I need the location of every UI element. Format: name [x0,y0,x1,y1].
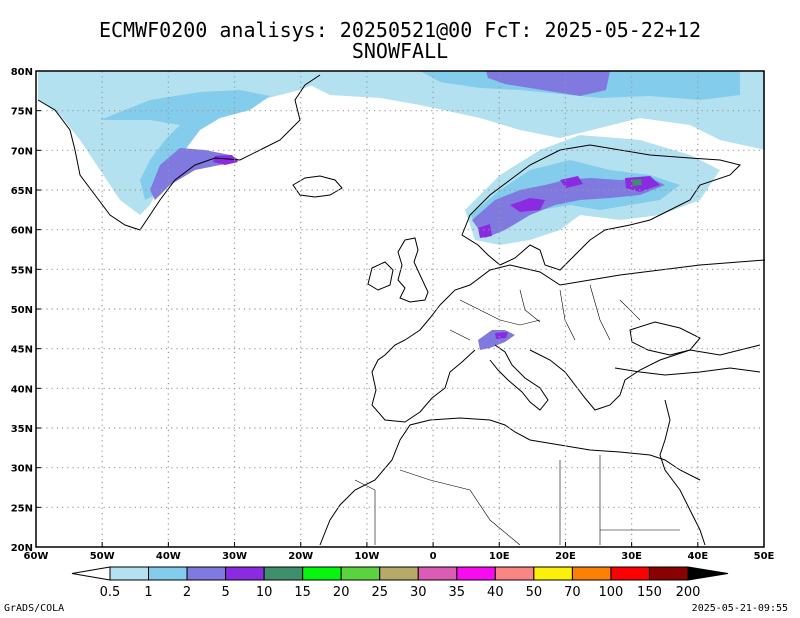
legend-label: 2 [183,585,191,600]
legend-label: 30 [410,585,427,600]
lon-tick-label: 0 [430,551,437,562]
coast-great-britain [397,237,429,303]
border-lines [354,284,680,546]
legend-label: 1 [144,585,152,600]
legend-high-arrow [687,566,729,581]
coast-greenland [37,74,321,231]
lat-tick-label: 35N [11,424,33,435]
lon-tick-label: 40W [156,551,181,562]
legend-label: 150 [637,585,662,600]
legend-label: 5 [221,585,229,600]
lon-tick-label: 20E [555,551,576,562]
legend-swatch [571,566,612,581]
coast-black-sea [629,321,701,356]
legend-label: 35 [449,585,466,600]
lon-tick-label: 10W [354,551,379,562]
legend-swatch [109,566,150,581]
lat-tick-label: 30N [11,464,33,475]
legend-label: 15 [294,585,311,600]
legend-swatch [456,566,496,581]
coast-italy [489,344,549,411]
footer-credit: GrADS/COLA [4,603,65,614]
legend-swatch [610,566,650,581]
lat-tick-label: 65N [11,186,33,197]
longitude-ticks: 60W 50W 40W 30W 20W 10W 0 10E 20E 30E 40E 50E [24,542,775,562]
snow-field-scandinavia-8 [478,224,492,238]
legend-label: 40 [487,585,504,600]
snow-field-scandinavia-4 [510,198,545,212]
lon-tick-label: 40E [687,551,708,562]
lat-tick-label: 50N [11,305,33,316]
lon-tick-label: 50W [90,551,115,562]
snow-field-greenland-4 [213,155,238,165]
legend-label: 200 [676,585,701,600]
lat-tick-label: 55N [11,265,33,276]
legend-swatch [379,566,419,581]
legend-swatch [225,566,265,581]
snow-field-alps-2 [495,332,508,339]
lon-tick-label: 10E [489,551,510,562]
coast-ireland [367,261,394,291]
snow-field-scandinavia-3 [472,178,665,238]
legend-swatch [263,566,304,581]
lon-tick-label: 60W [24,551,49,562]
chart-subtitle: SNOWFALL [351,39,449,63]
lon-tick-label: 20W [288,551,313,562]
legend-label: 70 [564,585,581,600]
coast-north-africa [319,417,701,546]
lon-tick-label: 30W [222,551,247,562]
coast-levant [659,399,706,546]
snow-field-arctic-3 [486,71,610,96]
lat-tick-label: 60N [11,226,33,237]
lat-tick-label: 75N [11,107,33,118]
latitude-ticks: 20N 25N 30N 35N 40N 45N 50N 55N 60N 65N 70N 75N 80N [11,67,41,554]
legend-swatch [533,566,573,581]
coastlines [37,74,766,546]
coast-balkans-greece [529,344,761,411]
legend-swatch [148,566,188,581]
lat-tick-label: 80N [11,67,33,78]
legend-label: 50 [526,585,543,600]
footer-timestamp: 2025-05-21-09:55 [691,603,788,614]
lat-tick-label: 70N [11,146,33,157]
legend-label: 10 [256,585,273,600]
lon-tick-label: 50E [754,551,775,562]
snowfall-fields [38,71,765,350]
snow-field-greenland-2 [100,90,270,200]
graticule [36,71,764,547]
lat-tick-label: 20N [11,543,33,554]
snow-field-scandinavia-7 [632,179,642,186]
coast-turkey [614,367,761,376]
lat-tick-label: 40N [11,384,33,395]
legend-swatch [302,566,342,581]
legend-label: 0.5 [100,585,121,600]
color-legend: 0.5 1 2 5 10 15 20 25 30 35 40 50 70 100 150 200 [71,566,729,600]
legend-label: 100 [599,585,624,600]
legend-swatch [417,566,458,581]
snow-field-scandinavia-5 [560,176,583,188]
legend-label: 25 [371,585,388,600]
chart-title: ECMWF0200 analisys: 20250521@00 FcT: 202… [98,18,702,42]
legend-swatch [494,566,535,581]
coast-iceland [292,175,343,198]
coast-scandinavia [461,144,741,271]
lat-tick-label: 25N [11,503,33,514]
legend-label: 20 [333,585,350,600]
legend-swatch [340,566,381,581]
lat-tick-label: 45N [11,345,33,356]
coast-iberia [371,304,476,423]
legend-low-arrow [71,566,111,581]
coast-europe [439,259,766,306]
legend-swatch [648,566,689,581]
legend-swatch [186,566,227,581]
lon-tick-label: 30E [621,551,642,562]
